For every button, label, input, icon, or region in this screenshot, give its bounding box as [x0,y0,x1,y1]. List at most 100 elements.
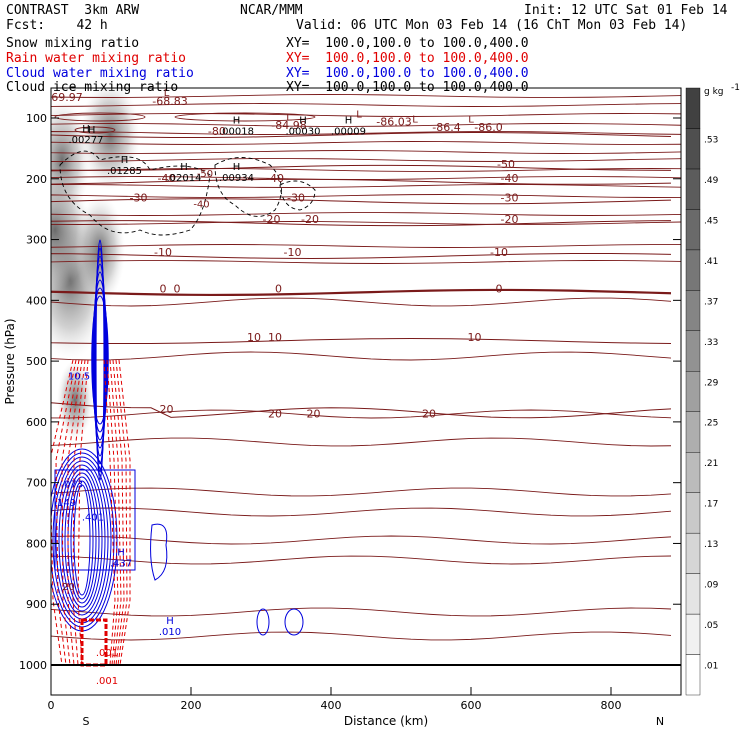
temp-label-7: -40 [501,172,519,185]
snow-shade-4 [75,195,125,305]
small-label-6: -40 [193,199,209,210]
cloud-water-small-0 [150,523,168,581]
small-label-1: L [286,112,292,123]
cloud-water-lower-5 [58,464,106,616]
snow-shade-5 [57,360,93,440]
colorbar-box-5 [685,452,701,493]
field-label-rain: Rain water mixing ratio [6,51,187,66]
isotherm-20 [51,402,672,419]
temp-label-6: -40 [266,172,284,185]
colorbar-box-1 [685,613,701,655]
temp-label-16: -10 [284,246,302,259]
small-label-5: -50 [197,169,213,180]
y-tick-label-1000: 1000 [19,659,47,672]
small-label-4: L [468,114,474,125]
x-tick-label-200: 200 [181,699,202,712]
isotherm--40 [51,178,672,185]
isotherm-line-upper-12 [51,212,681,216]
extremum-kind-4: H [233,115,241,126]
isotherm-line-lower-1 [51,351,672,361]
small-label-13: 20 [62,582,75,593]
y-tick-label-700: 700 [26,477,47,490]
cloud-water-column-1 [94,247,106,473]
colorbar-box-12 [685,168,701,210]
isotherm-line-lower-9 [51,631,672,641]
isotherm-line-upper-4 [51,131,681,135]
cloud-water-small-1 [256,608,270,636]
x-axis-label: Distance (km) [344,714,428,728]
y-tick-label-400: 400 [26,294,47,307]
isotherm-line-lower-6 [51,535,672,545]
extremum-value-5: .00030 [286,126,321,137]
cloud-water-small-2 [284,608,304,636]
field-xy-snow: XY= 100.0,100.0 to 100.0,400.0 [286,36,529,51]
isotherm-line-lower-8 [51,607,672,617]
colorbar-label-11: .45 [704,216,718,226]
y-tick-label-200: 200 [26,173,47,186]
cloud-ice-contour-0 [59,150,211,236]
temp-label-9: -30 [130,191,148,204]
small-label-2: L [356,109,362,120]
extremum-value-8: .010 [159,627,181,638]
temp-label-11: -30 [501,191,519,204]
colorbar-box-13 [685,128,701,170]
extremum-kind-2: H [180,162,188,173]
isotherm--50 [51,164,672,171]
temp-label-2: -86.4 [432,121,460,134]
extremum-value-1: .01285 [107,166,142,177]
top-ellipse-2 [74,126,116,134]
isotherm-line-lower-4 [51,487,672,497]
colorbar-box-11 [685,209,701,251]
field-label-snow: Snow mixing ratio [6,36,140,51]
colorbar-label-5: .21 [704,459,718,469]
temp-label-19: 0 [174,282,181,295]
x-tick-label-0: 0 [48,699,55,712]
colorbar-label-9: .37 [704,297,718,307]
colorbar-label-10: .41 [704,257,718,267]
y-tick-label-300: 300 [26,234,47,247]
extremum-kind-0: H [82,124,90,135]
isotherm-line-lower-7 [51,555,672,565]
x-end-label-left: S [83,715,90,728]
colorbar-label-4: .17 [704,500,718,510]
extremum-value-0: .00277 [69,135,104,146]
isotherm--20 [51,220,672,227]
y-tick-label-500: 500 [26,355,47,368]
isotherm-line-upper-1 [51,103,681,107]
extremum-kind-6: H [345,115,353,126]
extremum-kind-5: H [299,115,307,126]
colorbar-label-8: .33 [704,338,718,348]
temp-label-17: -10 [490,246,508,259]
forecast-hour: Fcst: 42 h [6,18,108,33]
small-label-10: .149 [54,498,76,509]
y-tick-label-100: 100 [26,112,47,125]
small-label-0: L [164,88,170,99]
extremum-kind-8: H [166,616,174,627]
extremum-value-6: .00009 [331,126,366,137]
temp-label-10: -30 [287,191,305,204]
rain-contour-1 [72,359,119,666]
y-tick-label-600: 600 [26,416,47,429]
plot-frame [50,87,682,696]
colorbar-box-14 [685,87,701,129]
temp-label-8: -40 [158,172,176,185]
isotherm--80 [51,132,672,139]
temp-label-26: 20 [268,408,282,421]
cloud-water-lower-9 [51,448,118,632]
colorbar-label-0: .01 [704,662,718,672]
temp-label-28: 20 [422,408,436,421]
extremum-value-4: .00018 [219,126,254,137]
isotherm-line-upper-6 [51,150,681,154]
cloud-water-column-2 [94,255,106,465]
top-ellipse-1 [174,112,316,122]
temp-label-1: -86.03 [376,115,411,128]
extremum-value-3: .00934 [219,173,254,184]
cloud-water-column-4 [93,271,107,449]
y-axis-label: Pressure (hPa) [3,318,17,404]
temp-label-30: -68.83 [152,95,187,108]
init-time: Init: 12 UTC Sat 01 Feb 14 [524,3,728,18]
cloud-water-lower-4 [61,468,103,612]
colorbar-label-7: .29 [704,378,719,388]
colorbar-label-6: .25 [704,419,718,429]
